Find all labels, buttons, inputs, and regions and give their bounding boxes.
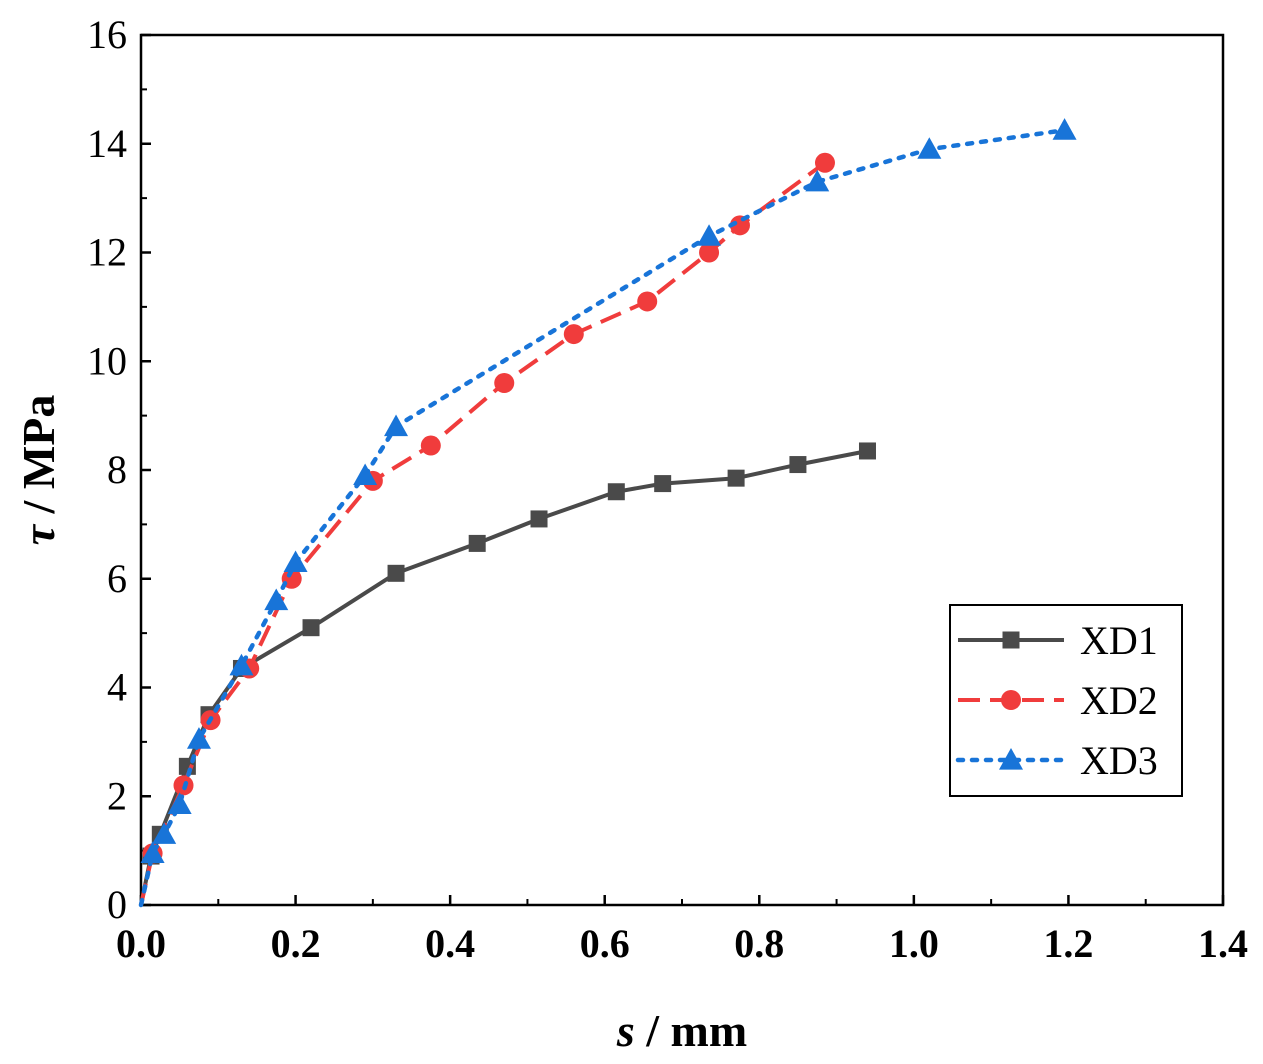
legend-item-xd1: XD1	[958, 618, 1158, 663]
x-tick-label: 1.4	[1198, 921, 1248, 966]
legend-item-xd3: XD3	[955, 738, 1158, 783]
y-axis-var: τ	[13, 523, 64, 545]
data-point-xd1	[530, 510, 548, 528]
x-axis-unit: / mm	[635, 1005, 747, 1056]
data-point-xd2	[420, 435, 441, 456]
x-tick-label: 0.2	[271, 921, 321, 966]
data-point-xd3	[264, 588, 289, 611]
series-layer	[138, 118, 1077, 908]
y-tick-label: 4	[107, 665, 127, 710]
data-point-xd1	[468, 534, 486, 552]
legend-marker	[999, 748, 1023, 770]
data-point-xd2	[494, 373, 515, 393]
data-point-xd1	[858, 442, 876, 460]
x-tick-label: 1.0	[889, 921, 939, 966]
data-point-xd1	[789, 456, 807, 474]
series-xd2	[139, 152, 835, 906]
legend-marker	[1001, 690, 1021, 710]
y-axis-unit: / MPa	[13, 395, 64, 525]
y-tick-label: 10	[87, 338, 127, 383]
x-axis-var: s	[616, 1005, 635, 1056]
data-point-xd2	[563, 324, 584, 345]
x-tick-label: 0.6	[580, 921, 630, 966]
legend: XD1 XD2 XD3	[949, 604, 1183, 797]
data-point-xd3	[697, 224, 722, 246]
data-point-xd3	[917, 137, 942, 159]
legend-label: XD3	[1080, 738, 1158, 783]
series-xd3	[138, 118, 1077, 908]
y-tick-label: 0	[107, 882, 127, 927]
y-axis-title: τ / MPa	[13, 395, 64, 546]
data-point-xd3	[167, 792, 192, 815]
x-tick-label: 1.2	[1043, 921, 1093, 966]
data-point-xd3	[384, 414, 409, 437]
data-point-xd3	[1052, 118, 1077, 140]
x-axis-title: s / mm	[616, 1005, 747, 1056]
y-tick-label: 14	[87, 121, 127, 166]
series-line-xd3	[138, 127, 1067, 908]
y-tick-label: 16	[87, 12, 127, 57]
data-point-xd1	[387, 564, 405, 582]
y-tick-label: 2	[107, 773, 127, 818]
axes: 0 2 4 6 8 10 12 14 16 0.0 0.2 0.4 0.6 0.8 1.0 1.2 1.4	[87, 12, 1248, 966]
y-tick-label: 6	[107, 556, 127, 601]
x-tick-label: 0.8	[734, 921, 784, 966]
data-point-xd2	[699, 242, 720, 263]
x-tick-label: 0.4	[425, 921, 475, 966]
legend-item-xd2: XD2	[958, 678, 1158, 723]
data-point-xd1	[654, 475, 672, 493]
data-point-xd1	[607, 483, 625, 501]
legend-label: XD2	[1080, 678, 1158, 723]
data-point-xd3	[140, 841, 165, 863]
y-tick-label: 12	[87, 230, 127, 275]
data-point-xd1	[727, 469, 745, 487]
legend-label: XD1	[1080, 618, 1158, 663]
legend-marker	[1002, 631, 1020, 649]
y-tick-label: 8	[107, 447, 127, 492]
legend-box	[949, 604, 1183, 797]
data-point-xd3	[229, 653, 254, 676]
series-line-xd2	[139, 161, 827, 906]
data-point-xd3	[353, 463, 378, 486]
data-point-xd1	[302, 619, 320, 637]
data-point-xd3	[186, 727, 211, 749]
data-point-xd3	[283, 550, 308, 573]
data-point-xd2	[814, 152, 835, 173]
data-point-xd2	[637, 291, 658, 312]
data-point-xd3	[805, 169, 830, 192]
x-tick-label: 0.0	[116, 921, 166, 966]
data-point-xd3	[152, 822, 177, 844]
